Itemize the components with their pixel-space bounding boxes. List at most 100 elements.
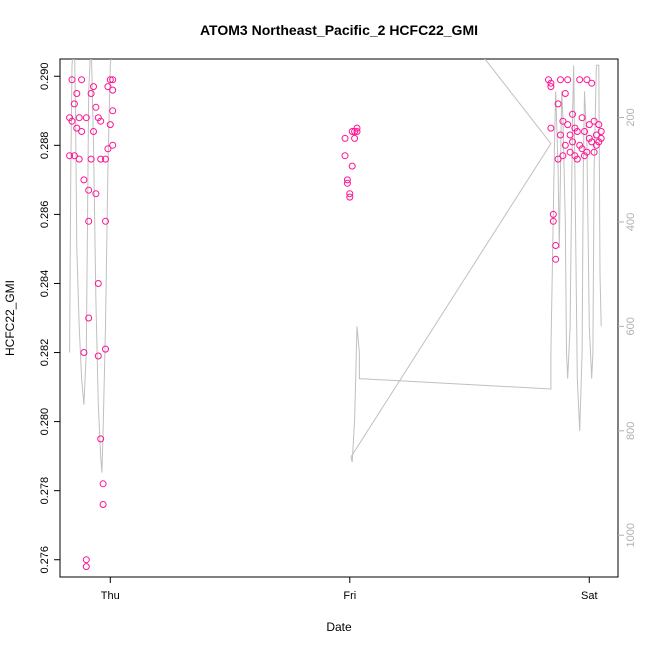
data-point	[75, 155, 83, 163]
data-point	[578, 114, 586, 122]
data-point	[348, 128, 356, 135]
data-point	[92, 103, 100, 111]
y2-tick-label: 200	[625, 108, 637, 126]
x-tick-label: Sat	[581, 590, 598, 602]
data-point	[578, 145, 586, 153]
data-point	[75, 114, 83, 122]
data-point	[346, 193, 354, 201]
data-point	[109, 107, 117, 115]
data-point	[78, 128, 86, 135]
data-point	[102, 217, 109, 225]
data-point	[573, 155, 581, 163]
y-tick-label: 0.276	[39, 546, 51, 574]
data-point	[66, 152, 74, 160]
data-point	[109, 141, 117, 149]
data-point	[353, 128, 361, 135]
data-point	[109, 86, 117, 94]
data-point	[78, 76, 86, 84]
chart-title: ATOM3 Northeast_Pacific_2 HCFC22_GMI	[200, 22, 478, 38]
altitude-series	[69, 59, 602, 473]
data-point	[595, 138, 603, 146]
data-point	[576, 76, 584, 84]
data-point	[341, 152, 349, 160]
data-point	[351, 134, 359, 142]
x-axis-label: Date	[326, 620, 352, 634]
data-point	[82, 114, 90, 122]
data-point	[82, 556, 90, 564]
data-point	[588, 79, 596, 87]
data-point	[106, 121, 114, 129]
data-point	[92, 190, 100, 198]
data-point	[66, 114, 74, 122]
data-point	[585, 121, 593, 129]
data-point	[583, 148, 591, 156]
data-point	[109, 76, 117, 84]
data-point	[102, 155, 109, 163]
data-point	[564, 76, 572, 84]
data-point	[581, 128, 588, 135]
data-point	[547, 79, 555, 87]
y2-tick-label: 600	[625, 317, 637, 335]
y-tick-label: 0.286	[39, 201, 51, 229]
data-point	[549, 210, 557, 218]
x-tick-label: Fri	[343, 590, 356, 602]
data-point	[94, 280, 102, 287]
data-point	[592, 131, 600, 139]
altitude-line	[69, 59, 602, 473]
data-point	[573, 128, 581, 135]
data-point	[566, 131, 574, 139]
data-point	[585, 134, 593, 142]
data-point	[597, 128, 605, 135]
y-tick-label: 0.278	[39, 477, 51, 505]
data-point	[559, 117, 567, 125]
data-point	[597, 134, 605, 142]
data-point	[82, 563, 90, 571]
plot-frame	[59, 58, 619, 578]
data-point	[552, 255, 560, 263]
y-tick-label: 0.288	[39, 132, 51, 160]
data-point	[80, 176, 88, 184]
data-point	[353, 124, 361, 132]
data-point	[545, 76, 552, 84]
data-point	[547, 124, 555, 132]
x-tick-label: Thu	[101, 590, 120, 602]
data-point	[557, 131, 564, 139]
data-point	[70, 152, 78, 160]
data-point	[87, 155, 95, 163]
data-point	[85, 314, 93, 322]
y2-tick-label: 800	[625, 422, 637, 440]
data-point	[566, 148, 574, 156]
data-point	[97, 435, 105, 443]
data-point	[588, 138, 596, 146]
y-tick-label: 0.282	[39, 339, 51, 367]
data-point	[94, 352, 102, 360]
y2-axis: 200 400 600 800 1000	[618, 108, 637, 547]
data-point	[569, 138, 576, 146]
data-point	[547, 83, 555, 91]
data-point	[102, 345, 109, 353]
data-point	[561, 141, 569, 149]
data-point	[97, 117, 105, 125]
data-point	[554, 155, 562, 163]
y-axis: 0.276 0.278 0.280 0.282 0.284 0.286 0.288 0.290	[39, 63, 60, 574]
data-point	[561, 90, 569, 97]
data-point	[569, 110, 576, 118]
data-point	[348, 162, 356, 170]
data-point	[97, 155, 105, 163]
y-axis-label: HCFC22_GMI	[3, 280, 17, 356]
data-point	[87, 90, 95, 97]
data-point	[73, 90, 81, 97]
y2-tick-label: 1000	[625, 523, 637, 547]
data-point	[90, 128, 97, 135]
data-point	[346, 190, 354, 198]
data-point	[68, 117, 76, 125]
y-tick-label: 0.290	[39, 63, 51, 91]
data-point	[343, 176, 351, 184]
data-point	[99, 501, 107, 508]
data-point	[104, 83, 112, 91]
data-point	[564, 121, 572, 129]
data-point	[581, 152, 588, 160]
data-point	[104, 145, 112, 153]
data-point	[583, 76, 591, 84]
data-point	[90, 83, 97, 91]
